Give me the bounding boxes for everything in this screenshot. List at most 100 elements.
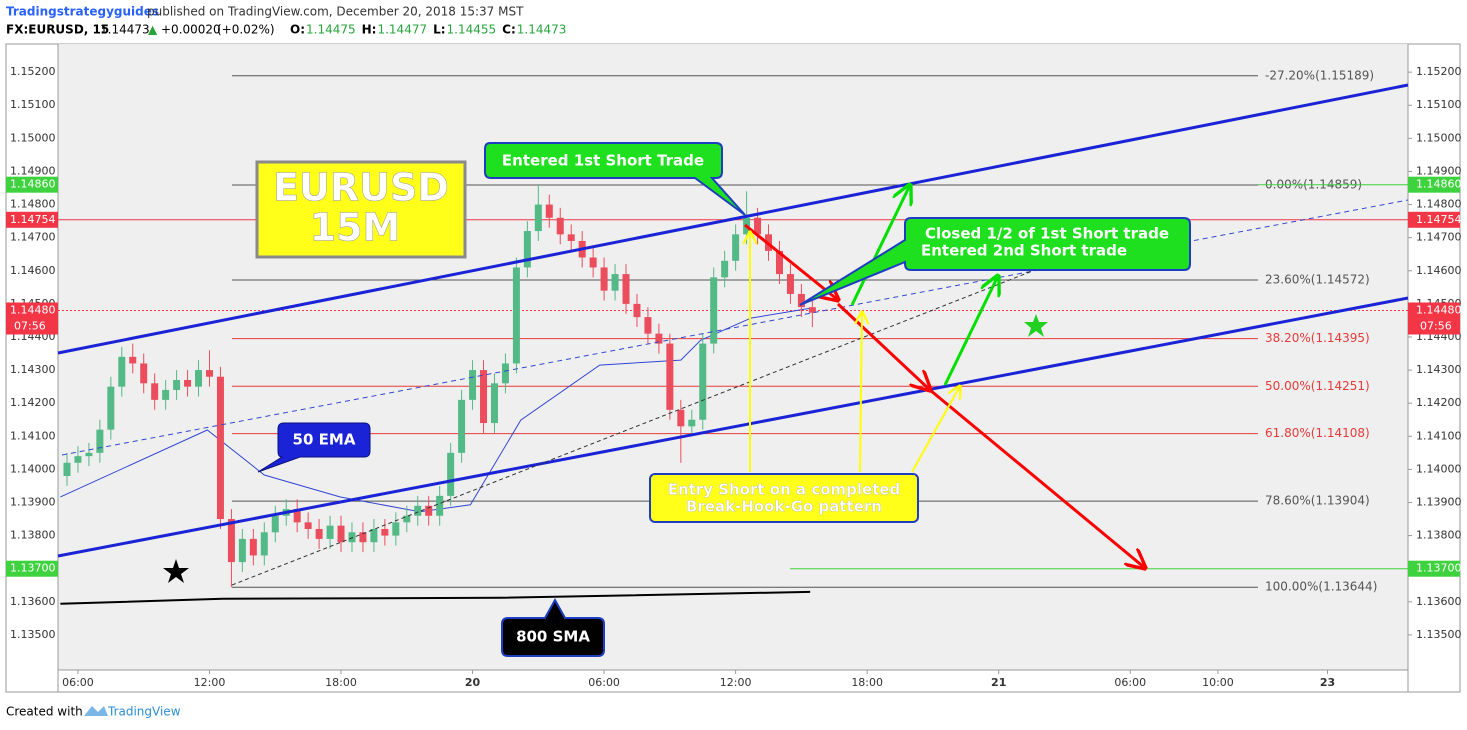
y-tick-label: 1.15200 — [1416, 65, 1462, 78]
ohlc-key: C: — [502, 23, 516, 37]
candle-body — [140, 363, 148, 384]
candle-body — [754, 217, 762, 235]
candle-body — [293, 509, 301, 523]
ohlc-key: L: — [433, 23, 445, 37]
x-tick-label: 06:00 — [1114, 676, 1146, 689]
y-tick-label: 1.14000 — [10, 462, 56, 475]
ohlc-value: 1.14455 — [447, 23, 497, 37]
change: +0.00020 — [161, 23, 221, 37]
y-tick-label: 1.13600 — [10, 595, 56, 608]
price-box-label: 1.13700 — [10, 562, 56, 575]
ohlc-value: 1.14473 — [517, 23, 567, 37]
brand[interactable]: TradingView — [107, 705, 181, 719]
green-arrow — [850, 185, 910, 306]
callout-box — [799, 217, 1191, 306]
y-tick-label: 1.13900 — [1416, 495, 1462, 508]
header: Tradingstrategyguides published on Tradi… — [6, 5, 566, 37]
y-tick-label: 1.14300 — [10, 363, 56, 376]
callout-box — [484, 142, 746, 216]
x-tick-label: 23 — [1320, 676, 1335, 689]
price-box — [6, 560, 58, 577]
candle-body — [490, 383, 498, 424]
candle-body — [512, 267, 520, 364]
price-box-label: 1.13700 — [1416, 562, 1462, 575]
candle-body — [545, 204, 553, 218]
candle-body — [129, 356, 137, 364]
x-tick-label: 06:00 — [62, 676, 94, 689]
x-tick-label: 06:00 — [588, 676, 620, 689]
y-tick-label: 1.15100 — [1416, 98, 1462, 111]
ohlc-value: 1.14477 — [377, 23, 427, 37]
candle-body — [710, 277, 718, 344]
y-tick-label: 1.14300 — [1416, 363, 1462, 376]
title-box — [255, 160, 467, 259]
candle-body — [271, 515, 279, 533]
candle-body — [216, 376, 224, 520]
candle-body — [315, 528, 323, 539]
symbol: FX:EURUSD, 15 — [6, 23, 109, 37]
candle-body — [666, 343, 674, 410]
axes: 1.13500 1.13500 1.13600 1.13600 1.13700 1.137… — [6, 65, 1462, 689]
y-tick-label: 1.13800 — [10, 529, 56, 542]
indicator-line — [60, 307, 811, 513]
x-tick-label: 20 — [465, 676, 481, 689]
price-box — [6, 211, 58, 228]
price-box — [1408, 302, 1460, 319]
callout-text: 50 EMA — [293, 431, 356, 449]
red-arrow — [929, 388, 1145, 568]
y-tick-label: 1.15000 — [10, 131, 56, 144]
candle-body — [699, 343, 707, 420]
candle-body — [392, 522, 400, 536]
y-tick-label: 1.14000 — [1416, 462, 1462, 475]
candle-body — [63, 462, 71, 477]
y-tick-label: 1.14600 — [10, 264, 56, 277]
candle-body — [501, 363, 509, 384]
red-arrow — [836, 302, 930, 390]
last-price: 1.14473 — [100, 23, 150, 37]
candle-body — [447, 452, 455, 496]
published: published on TradingView.com, December 2… — [147, 5, 524, 19]
candle-body — [469, 370, 477, 400]
green-arrow — [943, 276, 998, 386]
callout-text: Entered 1st Short Trade — [502, 152, 704, 170]
price-series — [60, 185, 816, 605]
candle-body — [205, 370, 213, 377]
change-pct: (+0.02%) — [217, 23, 275, 37]
logo — [84, 706, 108, 716]
candle-body — [732, 234, 740, 261]
candle-body — [85, 452, 93, 457]
title-line: 15M — [310, 206, 401, 250]
candle-body — [436, 495, 444, 516]
price-box-label: 1.14480 — [1416, 303, 1462, 316]
y-tick-label: 1.15000 — [1416, 131, 1462, 144]
candle-body — [655, 333, 663, 344]
y-tick-label: 1.14200 — [1416, 396, 1462, 409]
author[interactable]: Tradingstrategyguides — [6, 5, 159, 19]
x-tick-label: 18:00 — [851, 676, 883, 689]
price-box — [1408, 176, 1460, 193]
price-box-label: 1.14860 — [1416, 178, 1462, 191]
candle-body — [348, 532, 356, 543]
candle-body — [775, 250, 783, 275]
candle-body — [425, 505, 433, 516]
y-tick-label: 1.15200 — [10, 65, 56, 78]
fib-label: 100.00%(1.13644) — [1265, 580, 1377, 594]
y-tick-label: 1.14700 — [10, 231, 56, 244]
candle-body — [184, 380, 192, 387]
candle-body — [304, 522, 312, 529]
mid-line — [61, 199, 1409, 456]
candle-body — [808, 307, 816, 313]
candle-body — [414, 505, 422, 516]
price-box — [6, 302, 58, 319]
price-box — [1408, 560, 1460, 577]
price-box-label: 1.14860 — [10, 178, 56, 191]
price-box-label: 1.14480 — [10, 303, 56, 316]
x-tick-label: 10:00 — [1202, 676, 1234, 689]
callout-text: Entry Short on a completed — [668, 481, 901, 499]
ohlc-key: H: — [362, 23, 377, 37]
y-tick-label: 1.14800 — [1416, 198, 1462, 211]
fib-label: -27.20%(1.15189) — [1265, 68, 1374, 82]
candle-body — [458, 399, 466, 453]
channel-upper — [57, 83, 1409, 355]
